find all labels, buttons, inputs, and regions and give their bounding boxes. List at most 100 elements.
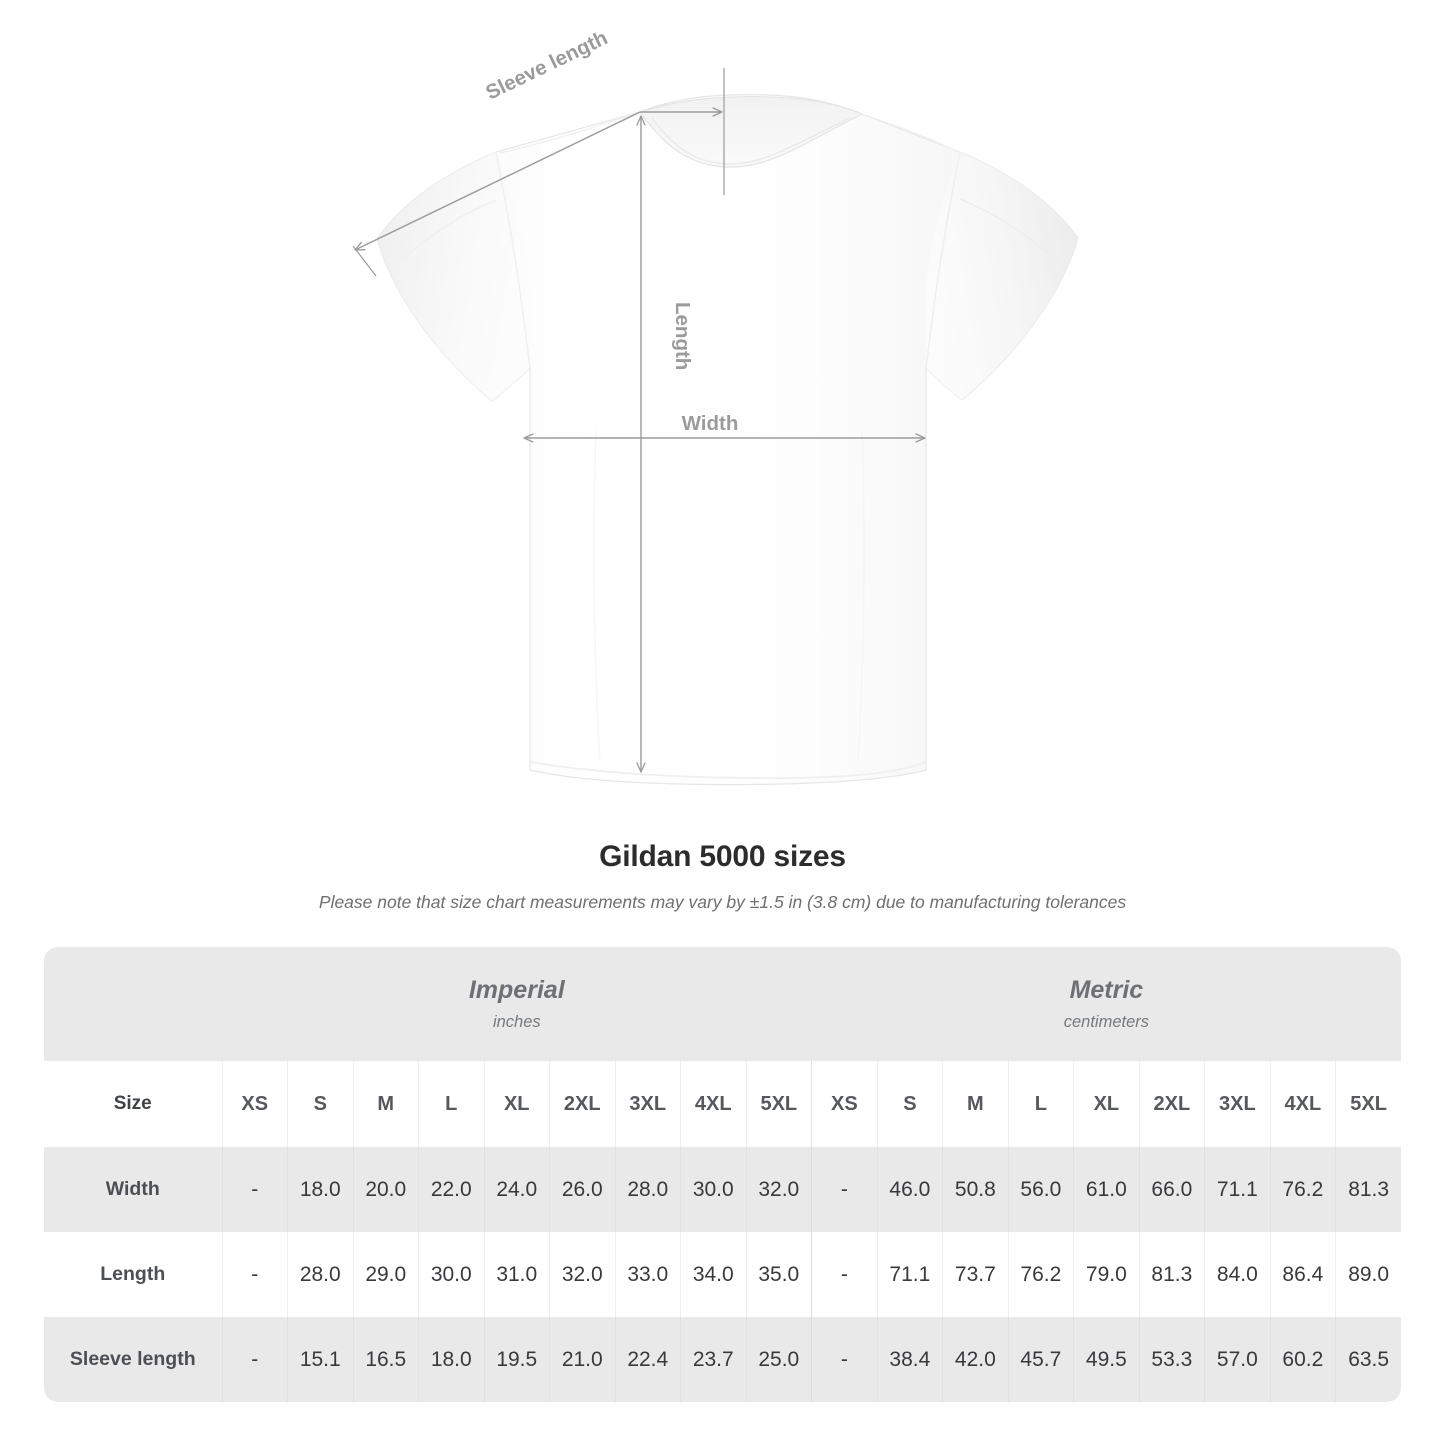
cell-metric-4xl: 76.2	[1269, 1147, 1336, 1232]
width-label: Width	[682, 412, 739, 435]
cell-metric-m: 50.8	[942, 1147, 1009, 1232]
group-name: Imperial	[468, 975, 565, 1004]
cell-metric-3xl: 84.0	[1204, 1232, 1271, 1317]
chart-heading-block: Gildan 5000 sizes Please note that size …	[0, 838, 1445, 914]
cell-metric-4xl: 60.2	[1269, 1317, 1336, 1402]
row-label-width: Width	[44, 1147, 222, 1232]
cell-imperial-xs: -	[221, 1147, 288, 1232]
cell-imperial-2xl: 21.0	[549, 1317, 615, 1402]
size-header-imperial-l: L	[418, 1061, 484, 1147]
cell-metric-m: 73.7	[942, 1232, 1009, 1317]
length-label: Length	[671, 302, 694, 370]
cell-imperial-m: 20.0	[352, 1147, 419, 1232]
cell-imperial-l: 30.0	[418, 1232, 484, 1317]
size-header-metric-m: M	[942, 1061, 1009, 1147]
size-header-metric-xs: XS	[811, 1061, 878, 1147]
group-name: Metric	[1069, 975, 1144, 1004]
size-header-imperial-3xl: 3XL	[614, 1061, 681, 1147]
page-title: Gildan 5000 sizes	[599, 840, 846, 873]
group-unit: centimeters	[1063, 1012, 1150, 1031]
cell-imperial-5xl: 32.0	[745, 1147, 812, 1232]
size-table-wrapper: Imperial inches Metric centimeters Size XS S M L…	[44, 947, 1402, 1402]
size-header-metric-4xl: 4XL	[1269, 1061, 1336, 1147]
cell-metric-m: 42.0	[942, 1317, 1009, 1402]
cell-imperial-4xl: 23.7	[680, 1317, 746, 1402]
cell-imperial-xs: -	[221, 1317, 288, 1402]
cell-imperial-l: 22.0	[418, 1147, 484, 1232]
cell-metric-3xl: 71.1	[1204, 1147, 1271, 1232]
cell-imperial-4xl: 30.0	[680, 1147, 746, 1232]
cell-metric-xl: 79.0	[1073, 1232, 1140, 1317]
cell-imperial-m: 16.5	[352, 1317, 419, 1402]
cell-metric-2xl: 53.3	[1138, 1317, 1205, 1402]
size-header-imperial-2xl: 2XL	[549, 1061, 615, 1147]
cell-imperial-5xl: 35.0	[745, 1232, 812, 1317]
cell-metric-xl: 61.0	[1073, 1147, 1140, 1232]
size-header-metric-s: S	[876, 1061, 943, 1147]
cell-imperial-xl: 24.0	[483, 1147, 550, 1232]
cell-imperial-xs: -	[221, 1232, 288, 1317]
size-header-metric-2xl: 2XL	[1138, 1061, 1205, 1147]
size-header-metric-l: L	[1007, 1061, 1074, 1147]
row-label-length: Length	[44, 1232, 222, 1317]
size-header-imperial-5xl: 5XL	[745, 1061, 812, 1147]
measurement-annotations	[352, 68, 926, 773]
cell-metric-s: 71.1	[876, 1232, 943, 1317]
table-row: Length -28.0 29.0 30.0 31.0 32.0 33.0 34.0 35.0-…	[44, 1232, 1402, 1317]
unit-group-header-row: Imperial inches Metric centimeters	[44, 947, 1402, 1061]
cell-metric-2xl: 81.3	[1138, 1232, 1205, 1317]
cell-imperial-m: 29.0	[352, 1232, 419, 1317]
size-header-label: Size	[44, 1061, 222, 1147]
table-row: Width -18.0 20.0 22.0 24.0 26.0 28.0 30.0 32.0-4…	[44, 1147, 1402, 1232]
size-header-row: Size XS S M L XL 2XL 3XL 4XL 5XL XS S M L XL 2XL 3XL 4XL 5…	[44, 1061, 1402, 1147]
cell-metric-xs: -	[811, 1232, 878, 1317]
sleeve-length-arrow-line	[354, 111, 641, 251]
cell-metric-5xl: 89.0	[1335, 1232, 1402, 1317]
cell-imperial-s: 28.0	[287, 1232, 353, 1317]
size-table: Imperial inches Metric centimeters Size XS S M L…	[44, 947, 1402, 1402]
cell-metric-l: 56.0	[1007, 1147, 1074, 1232]
cell-imperial-3xl: 28.0	[614, 1147, 681, 1232]
cell-imperial-l: 18.0	[418, 1317, 484, 1402]
row-label-sleeve-length: Sleeve length	[44, 1317, 222, 1402]
cell-imperial-s: 18.0	[287, 1147, 353, 1232]
cell-metric-xs: -	[811, 1317, 878, 1402]
tshirt-measurement-figure: Sleeve length Length Width	[352, 26, 1079, 786]
tolerance-note: Please note that size chart measurements…	[318, 892, 1127, 912]
cell-metric-s: 38.4	[876, 1317, 943, 1402]
cell-metric-2xl: 66.0	[1138, 1147, 1205, 1232]
cell-imperial-xl: 31.0	[483, 1232, 550, 1317]
size-header-metric-5xl: 5XL	[1335, 1061, 1402, 1147]
cell-metric-l: 76.2	[1007, 1232, 1074, 1317]
cell-metric-5xl: 81.3	[1335, 1147, 1402, 1232]
size-header-imperial-m: M	[352, 1061, 419, 1147]
cell-metric-xl: 49.5	[1073, 1317, 1140, 1402]
tshirt-illustration: Sleeve length Length Width	[352, 26, 1079, 786]
group-header-imperial: Imperial inches	[222, 947, 812, 1061]
size-header-imperial-4xl: 4XL	[680, 1061, 746, 1147]
cell-metric-s: 46.0	[876, 1147, 943, 1232]
cell-metric-l: 45.7	[1007, 1317, 1074, 1402]
size-header-imperial-s: S	[287, 1061, 353, 1147]
cell-imperial-xl: 19.5	[483, 1317, 550, 1402]
size-header-imperial-xs: XS	[221, 1061, 288, 1147]
size-header-metric-xl: XL	[1073, 1061, 1140, 1147]
cell-metric-xs: -	[811, 1147, 878, 1232]
cell-imperial-5xl: 25.0	[745, 1317, 812, 1402]
size-header-imperial-xl: XL	[483, 1061, 550, 1147]
group-header-spacer	[44, 947, 222, 1061]
cell-imperial-3xl: 33.0	[614, 1232, 681, 1317]
cell-metric-4xl: 86.4	[1269, 1232, 1336, 1317]
cell-imperial-s: 15.1	[287, 1317, 353, 1402]
group-header-metric: Metric centimeters	[811, 947, 1402, 1061]
cell-imperial-3xl: 22.4	[614, 1317, 681, 1402]
group-unit: inches	[492, 1012, 541, 1031]
tshirt-garment	[376, 94, 1079, 786]
cell-imperial-4xl: 34.0	[680, 1232, 746, 1317]
table-row: Sleeve length -15.1 16.5 18.0 19.5 21.0 22.4 23…	[44, 1317, 1402, 1402]
cell-metric-5xl: 63.5	[1335, 1317, 1402, 1402]
sleeve-cuff-tick	[352, 245, 377, 277]
cell-imperial-2xl: 32.0	[549, 1232, 615, 1317]
sleeve-length-label: Sleeve length	[482, 26, 611, 104]
